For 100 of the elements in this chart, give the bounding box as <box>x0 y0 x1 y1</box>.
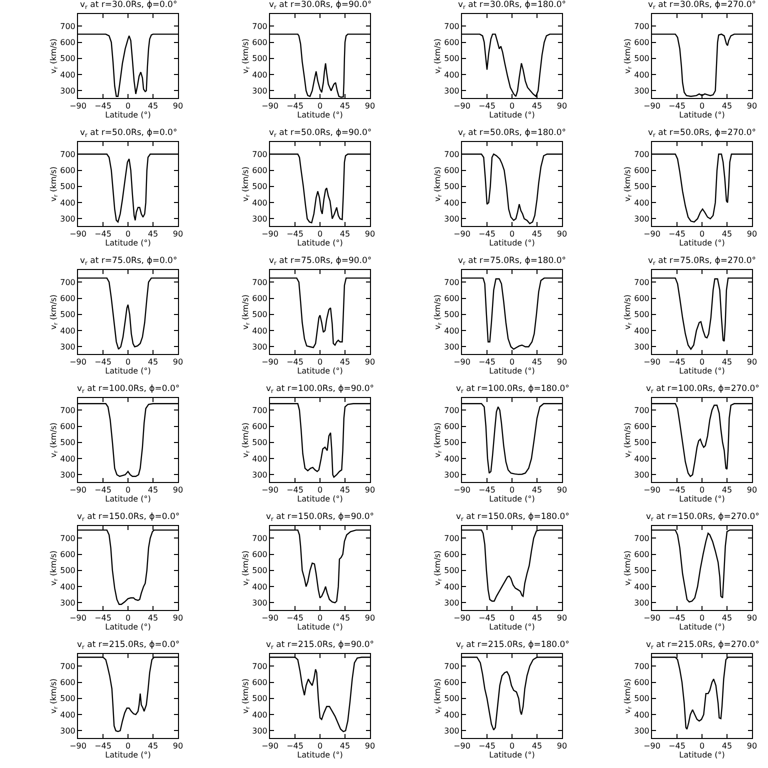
x-tick-label: 0 <box>699 230 705 239</box>
x-tick-label: −45 <box>478 102 496 111</box>
y-tick-label: 500 <box>444 310 460 320</box>
x-axis-title: Latitude (°) <box>297 366 343 376</box>
x-axis-title: Latitude (°) <box>297 750 343 760</box>
y-tick-label: 700 <box>634 534 650 543</box>
y-tick-label: 400 <box>444 198 460 208</box>
chart-title: v$_{r}$ at r=215.0Rs, ϕ=0.0° <box>77 640 180 651</box>
x-tick-label: 45 <box>148 614 158 623</box>
y-tick-label: 300 <box>252 470 268 480</box>
y-tick-label: 600 <box>444 422 460 432</box>
x-axis-title: Latitude (°) <box>679 622 725 632</box>
y-tick-label: 300 <box>634 470 650 480</box>
x-tick-label: −45 <box>94 230 112 239</box>
x-tick-label: −45 <box>478 358 496 367</box>
x-tick-label: 90 <box>556 358 568 367</box>
y-tick-label: 600 <box>60 294 76 304</box>
y-tick-label: 700 <box>444 278 460 287</box>
y-tick-label: 400 <box>634 326 650 336</box>
x-axis-title: Latitude (°) <box>297 110 343 120</box>
y-tick-label: 600 <box>634 38 650 48</box>
x-axis-title: Latitude (°) <box>489 494 535 504</box>
chart-title: v$_{r}$ at r=50.0Rs, ϕ=0.0° <box>80 128 178 139</box>
y-tick-label: 500 <box>444 694 460 704</box>
x-tick-label: 90 <box>556 486 568 495</box>
chart-title: v$_{r}$ at r=30.0Rs, ϕ=90.0° <box>269 0 372 11</box>
chart-title: v$_{r}$ at r=100.0Rs, ϕ=0.0° <box>77 384 180 395</box>
x-tick-label: 0 <box>699 486 705 495</box>
x-tick-label: −45 <box>94 358 112 367</box>
x-tick-label: 45 <box>532 102 542 111</box>
x-tick-label: −45 <box>668 358 686 367</box>
y-tick-label: 400 <box>252 582 268 592</box>
chart-title: v$_{r}$ at r=215.0Rs, ϕ=270.0° <box>646 640 760 651</box>
x-tick-label: 0 <box>125 614 131 623</box>
y-tick-label: 400 <box>60 710 76 720</box>
x-tick-label: −90 <box>454 742 470 751</box>
x-tick-label: 45 <box>722 742 732 751</box>
x-tick-label: 45 <box>532 742 542 751</box>
y-tick-label: 700 <box>60 278 76 287</box>
y-tick-label: 700 <box>60 22 76 31</box>
y-tick-label: 300 <box>444 86 460 96</box>
y-tick-label: 600 <box>60 678 76 688</box>
y-tick-label: 400 <box>60 198 76 208</box>
y-tick-label: 300 <box>60 598 76 608</box>
y-tick-label: 700 <box>634 150 650 159</box>
x-tick-label: −45 <box>286 614 304 623</box>
y-tick-label: 700 <box>60 406 76 415</box>
x-tick-label: 0 <box>317 614 323 623</box>
y-tick-label: 400 <box>60 454 76 464</box>
chart-title: v$_{r}$ at r=100.0Rs, ϕ=270.0° <box>646 384 760 395</box>
y-tick-label: 400 <box>252 70 268 80</box>
x-axis-title: Latitude (°) <box>297 622 343 632</box>
y-tick-label: 600 <box>634 678 650 688</box>
x-tick-label: 45 <box>148 486 158 495</box>
x-tick-label: 0 <box>509 358 515 367</box>
x-axis-title: Latitude (°) <box>679 494 725 504</box>
x-tick-label: −45 <box>668 742 686 751</box>
x-tick-label: 90 <box>172 102 184 111</box>
x-tick-label: 0 <box>317 742 323 751</box>
y-tick-label: 400 <box>634 582 650 592</box>
y-tick-label: 600 <box>444 678 460 688</box>
y-tick-label: 400 <box>252 710 268 720</box>
x-tick-label: 90 <box>364 614 376 623</box>
x-tick-label: −90 <box>70 358 86 367</box>
x-tick-label: 90 <box>556 230 568 239</box>
x-tick-label: 90 <box>364 486 376 495</box>
y-tick-label: 300 <box>60 214 76 224</box>
chart-title: v$_{r}$ at r=100.0Rs, ϕ=90.0° <box>266 384 374 395</box>
x-tick-label: 90 <box>172 614 184 623</box>
x-tick-label: 0 <box>509 742 515 751</box>
y-tick-label: 400 <box>252 198 268 208</box>
x-tick-label: −45 <box>94 102 112 111</box>
y-tick-label: 500 <box>634 566 650 576</box>
x-tick-label: −45 <box>668 230 686 239</box>
y-tick-label: 300 <box>60 86 76 96</box>
y-tick-label: 600 <box>252 38 268 48</box>
x-tick-label: 45 <box>148 230 158 239</box>
y-tick-label: 300 <box>252 86 268 96</box>
y-tick-label: 500 <box>60 182 76 192</box>
x-tick-label: −90 <box>262 102 278 111</box>
x-tick-label: −45 <box>668 614 686 623</box>
chart-title: v$_{r}$ at r=215.0Rs, ϕ=90.0° <box>266 640 374 651</box>
x-tick-label: 0 <box>125 742 131 751</box>
x-tick-label: 45 <box>148 102 158 111</box>
y-tick-label: 500 <box>634 54 650 64</box>
x-tick-label: 0 <box>699 614 705 623</box>
x-tick-label: 45 <box>532 230 542 239</box>
x-tick-label: 0 <box>509 102 515 111</box>
y-tick-label: 400 <box>444 70 460 80</box>
y-tick-label: 300 <box>634 342 650 352</box>
x-tick-label: 45 <box>340 102 350 111</box>
y-tick-label: 600 <box>60 550 76 560</box>
y-tick-label: 400 <box>60 326 76 336</box>
x-tick-label: −90 <box>644 102 660 111</box>
x-axis-title: Latitude (°) <box>489 750 535 760</box>
y-tick-label: 500 <box>634 694 650 704</box>
y-tick-label: 500 <box>634 438 650 448</box>
y-tick-label: 600 <box>444 38 460 48</box>
y-tick-label: 500 <box>252 54 268 64</box>
x-tick-label: −90 <box>454 358 470 367</box>
